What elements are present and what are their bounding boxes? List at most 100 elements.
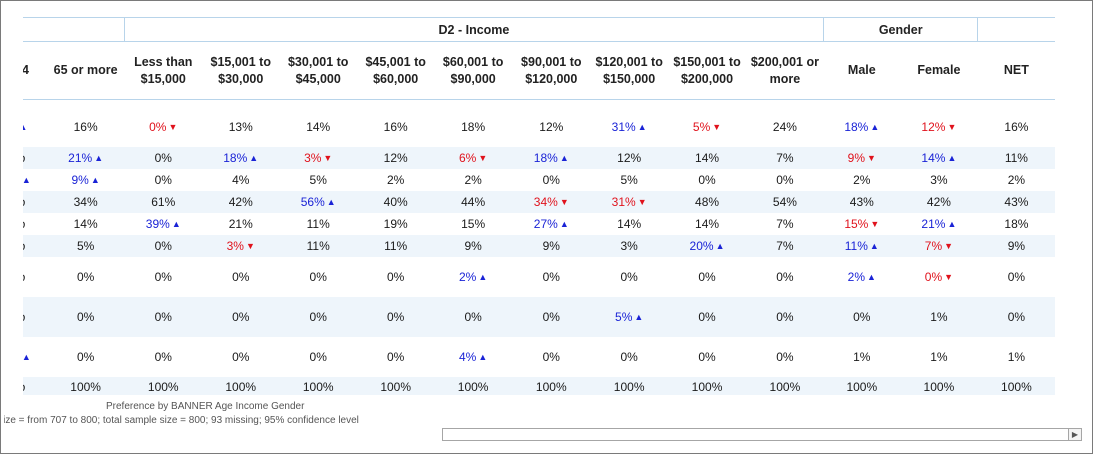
table-cell: 14%: [590, 213, 667, 235]
table-cell: 5% ▲: [590, 296, 668, 337]
table-cell: o: [23, 234, 47, 257]
cell-value: o: [23, 217, 25, 231]
cell-value: 2%: [847, 269, 866, 284]
table-cell: 0%: [668, 337, 746, 377]
cell-value: o: [23, 270, 25, 284]
table-row: o5%0%3%▼11%11%9%9%3%20%▲7%11%▲7%▼9%: [23, 234, 1055, 257]
cell-value: o: [23, 380, 25, 394]
cell-value: o: [23, 195, 25, 209]
column-header[interactable]: Less than $15,000: [124, 41, 203, 100]
cell-value: 11%: [306, 238, 330, 253]
cell-value: 14%: [73, 216, 98, 231]
chevron-right-icon[interactable]: ▶: [1068, 429, 1081, 440]
column-header[interactable]: $30,001 to $45,000: [279, 41, 358, 100]
table-cell: 11%: [977, 146, 1055, 169]
cell-value: 0%: [698, 309, 716, 324]
cell-value: 0%: [542, 349, 560, 364]
table-row: o▲0%0%0%0%0%4%▲0%0%0%0%1%1%1%: [23, 337, 1055, 377]
table-cell: 0%: [357, 257, 434, 297]
up-arrow-icon: ▲: [249, 152, 259, 163]
table-cell: 34% ▼: [512, 190, 591, 213]
column-header[interactable]: $200,001 or more: [746, 41, 824, 100]
table-row: o0%0%0%0%0%2%▲0%0%0%0%2%▲0%▼0%: [23, 257, 1055, 297]
column-header[interactable]: Male: [823, 41, 900, 100]
down-arrow-icon: ▼: [168, 122, 178, 132]
cell-value: 18%: [223, 150, 248, 165]
table-cell: 0%: [357, 296, 435, 337]
table-cell: 20% ▲: [667, 234, 747, 257]
table-cell: 12%: [512, 108, 590, 147]
up-arrow-icon: ▲: [947, 218, 957, 229]
cell-value: 100%: [846, 380, 878, 395]
table-cell: 4% ▲: [434, 337, 512, 377]
table-cell: 2% ▲: [434, 257, 512, 297]
table-cell: 0%: [668, 257, 746, 297]
column-header[interactable]: 64: [23, 41, 47, 100]
up-arrow-icon: ▲: [637, 122, 647, 132]
cell-value: 5%: [692, 120, 711, 134]
column-header[interactable]: $120,001 to $150,000: [590, 41, 668, 100]
cell-value: 9%: [1007, 238, 1026, 253]
table-cell: 3% ▼: [279, 146, 358, 169]
cell-value: 14%: [695, 216, 720, 231]
table-cell: 100%: [746, 376, 824, 395]
table-cell: 5%: [590, 169, 667, 191]
table-cell: o: [23, 190, 47, 213]
cell-value: 0%: [387, 349, 405, 364]
table-cell: 7%: [746, 213, 823, 235]
table-cell: 7%: [746, 234, 824, 257]
column-header[interactable]: $60,001 to $90,000: [434, 41, 513, 100]
column-header[interactable]: $150,001 to $200,000: [667, 41, 747, 100]
table-cell: 100%: [202, 376, 280, 395]
cell-value: 5%: [309, 172, 327, 187]
table-cell: o▲: [23, 337, 47, 377]
table-cell: 100%: [357, 376, 435, 395]
group-header-row: D2 - Income Gender: [23, 17, 1055, 42]
table-cell: 21% ▲: [900, 213, 978, 235]
table-cell: 0%: [512, 169, 590, 191]
cell-value: 100%: [923, 380, 955, 395]
column-header[interactable]: Female: [900, 41, 978, 100]
scrollbar-thumb[interactable]: [444, 430, 1062, 439]
column-header[interactable]: NET: [977, 41, 1055, 100]
table-cell: 0%: [978, 257, 1055, 297]
down-arrow-icon: ▼: [870, 218, 880, 229]
cell-value: 100%: [691, 380, 723, 395]
cell-value: 16%: [383, 120, 408, 134]
table-cell: 1%: [824, 337, 900, 377]
column-header[interactable]: $45,001 to $60,000: [357, 41, 435, 100]
horizontal-scrollbar[interactable]: ▶: [442, 428, 1082, 441]
table-cell: 7%: [746, 146, 824, 169]
table-cell: 9%: [512, 234, 591, 257]
column-header[interactable]: $90,001 to $120,000: [512, 41, 591, 100]
cell-value: 2%: [853, 172, 871, 187]
cell-value: 6%: [459, 150, 477, 165]
cell-value: 12%: [617, 150, 642, 165]
cell-value: 0%: [776, 309, 794, 324]
column-header[interactable]: $15,001 to $30,000: [202, 41, 280, 100]
column-header[interactable]: 65 or more: [46, 41, 125, 100]
table-cell: 100%: [124, 376, 203, 395]
cell-value: 18%: [844, 120, 869, 134]
cell-value: 0%: [154, 349, 172, 364]
table-cell: 44%: [434, 190, 513, 213]
down-arrow-icon: ▼: [559, 196, 569, 207]
cell-value: 100%: [613, 380, 645, 395]
cell-value: 15%: [844, 216, 869, 231]
cell-value: 0%: [309, 269, 327, 284]
cell-value: 100%: [70, 380, 101, 395]
cell-value: 0%: [154, 238, 172, 253]
cell-value: 9%: [71, 172, 89, 187]
sample-size-note: ole size = from 707 to 800; total sample…: [4, 415, 434, 426]
cell-value: 15%: [461, 216, 486, 231]
cell-value: 31%: [611, 120, 636, 134]
table-cell: 0%: [124, 146, 203, 169]
cell-value: 0%: [1007, 309, 1026, 324]
table-cell: 4%: [202, 169, 279, 191]
table-cell: 0%: [202, 296, 280, 337]
table-cell: 43%: [977, 190, 1055, 213]
table-cell: 9%: [434, 234, 513, 257]
table-cell: 0%: [746, 337, 823, 377]
